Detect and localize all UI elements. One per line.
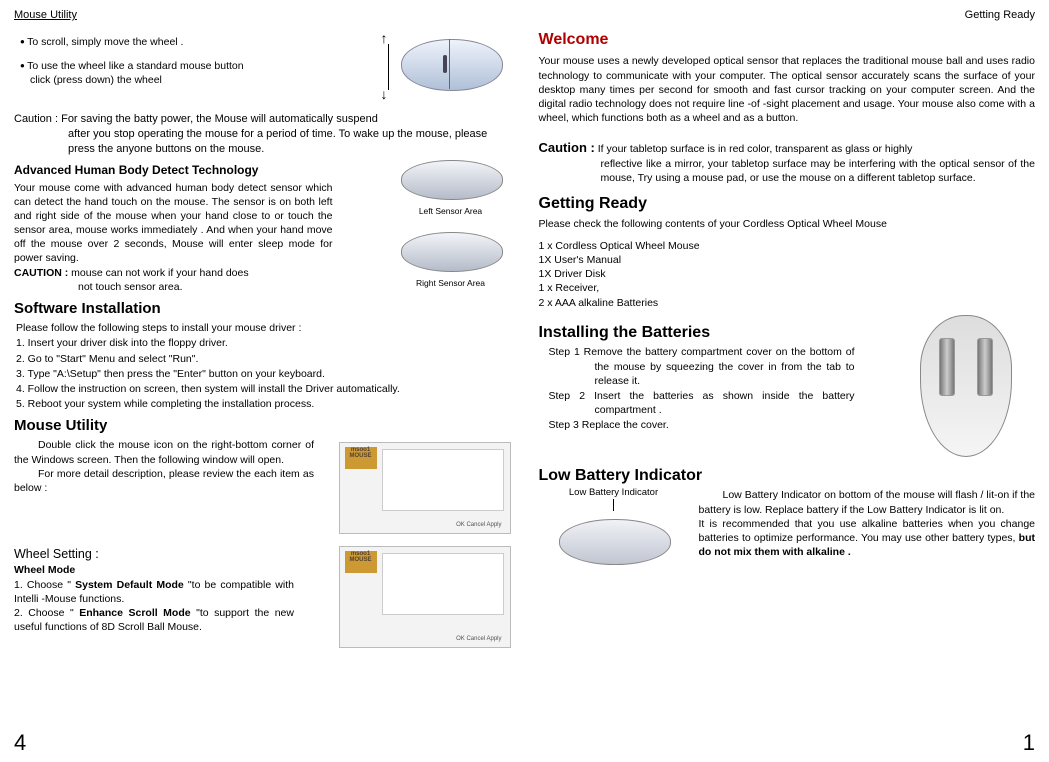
sw-step-4: 4. Follow the instruction on screen, the… <box>16 382 511 396</box>
battery-compartment-img <box>895 310 1035 460</box>
caution-label: Caution : <box>14 113 58 125</box>
caution-r-line2: reflective like a mirror, your tabletop … <box>601 157 1036 185</box>
aht-caution-label: CAUTION : <box>14 267 68 279</box>
sw-step-3: 3. Type "A:\Setup" then press the "Enter… <box>16 367 511 381</box>
caution-text-2: after you stop operating the mouse for a… <box>68 127 511 157</box>
sw-step-1: 1. Insert your driver disk into the flop… <box>16 336 511 350</box>
sw-step-2: 2. Go to "Start" Menu and select "Run". <box>16 352 511 366</box>
mouse-right-sensor-img <box>391 228 511 274</box>
caution-text-1: For saving the batty power, the Mouse wi… <box>61 113 378 125</box>
utility-screenshot-2: msoo1MOUSE OK Cancel Apply <box>339 546 511 648</box>
mouse-utility-title: Mouse Utility <box>14 416 511 436</box>
header-left: Mouse Utility <box>14 8 511 23</box>
header-right: Getting Ready <box>539 8 1036 23</box>
scroll-arrows <box>381 31 388 45</box>
aht-body: Your mouse come with advanced human body… <box>14 181 334 266</box>
low-battery-title: Low Battery Indicator <box>539 465 1036 487</box>
left-sensor-label: Left Sensor Area <box>391 206 511 217</box>
utility-screenshot-1: msoo1MOUSE OK Cancel Apply <box>339 442 511 534</box>
step-2: Step 2 Insert the batteries as shown ins… <box>549 389 855 417</box>
sw-intro: Please follow the following steps to ins… <box>16 321 511 335</box>
low-batt-label: Low Battery Indicator <box>539 488 689 498</box>
page-number-1: 1 <box>1023 728 1035 758</box>
mu-p2: For more detail description, please revi… <box>14 467 314 495</box>
caution-block: Caution : For saving the batty power, th… <box>14 112 511 157</box>
gr-intro: Please check the following contents of y… <box>539 217 1036 231</box>
software-install-title: Software Installation <box>14 299 511 319</box>
utility-buttons-2: OK Cancel Apply <box>456 635 501 643</box>
gr-item-3: 1X Driver Disk <box>539 267 1036 281</box>
page-1: Getting Ready Welcome Your mouse uses a … <box>525 0 1049 762</box>
wheel-mode-2: 2. Choose " Enhance Scroll Mode "to supp… <box>14 606 294 634</box>
welcome-title: Welcome <box>539 29 1036 51</box>
gr-item-2: 1X User's Manual <box>539 253 1036 267</box>
utility-buttons-1: OK Cancel Apply <box>456 521 501 529</box>
sw-step-5: 5. Reboot your system while completing t… <box>16 397 511 411</box>
install-steps: Please follow the following steps to ins… <box>14 321 511 411</box>
step-1: Step 1 Remove the battery compartment co… <box>549 345 855 388</box>
mu-p1: Double click the mouse icon on the right… <box>14 438 314 466</box>
caution-r-line1: If your tabletop surface is in red color… <box>598 143 913 155</box>
mouse-illustration-top <box>371 27 511 102</box>
gr-item-4: 1 x Receiver, <box>539 281 1036 295</box>
caution-label-r: Caution : <box>539 140 595 155</box>
page-4: Mouse Utility To scroll, simply move the… <box>0 0 525 762</box>
page-number-4: 4 <box>14 728 26 758</box>
wheel-mode-1: 1. Choose " System Default Mode "to be c… <box>14 578 294 606</box>
right-sensor-label: Right Sensor Area <box>391 278 511 289</box>
aht-caution-text: mouse can not work if your hand does <box>68 267 248 279</box>
mouse-left-sensor-img <box>391 156 511 202</box>
sensor-illustrations: Left Sensor Area Right Sensor Area <box>341 156 511 290</box>
welcome-body: Your mouse uses a newly developed optica… <box>539 54 1036 125</box>
gr-item-1: 1 x Cordless Optical Wheel Mouse <box>539 239 1036 253</box>
low-battery-illustration: Low Battery Indicator <box>539 488 689 570</box>
getting-ready-title: Getting Ready <box>539 193 1036 215</box>
caution-right: Caution : If your tabletop surface is in… <box>539 139 1036 185</box>
gr-item-5: 2 x AAA alkaline Batteries <box>539 296 1036 310</box>
